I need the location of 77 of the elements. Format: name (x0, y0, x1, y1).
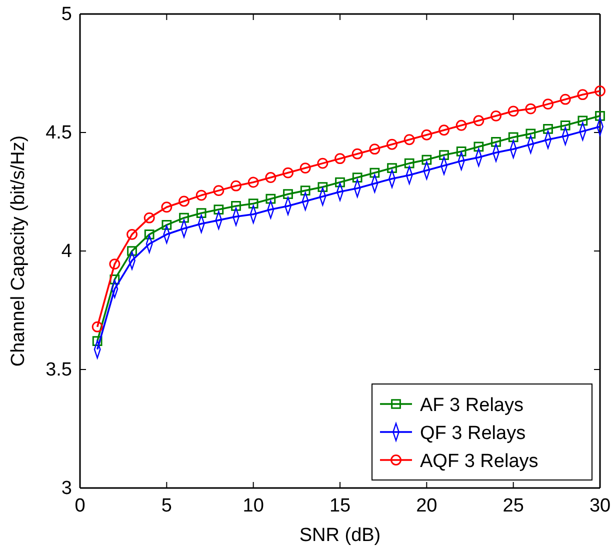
point (317, 158, 328, 169)
point (230, 180, 242, 192)
point (92, 321, 103, 332)
point (560, 94, 571, 105)
point (490, 110, 502, 122)
point (456, 146, 466, 156)
point (248, 176, 259, 188)
point (404, 134, 415, 146)
point (560, 120, 570, 130)
legend-label: QF 3 Relays (420, 423, 526, 444)
y-tick-label: 5 (61, 4, 72, 26)
y-tick-label: 3 (61, 478, 72, 500)
y-axis-title: Channel Capacity (bit/s/Hz) (8, 135, 29, 367)
point (231, 201, 241, 211)
x-tick-label: 10 (242, 495, 264, 516)
point (144, 229, 154, 240)
point (404, 158, 414, 168)
point (300, 186, 310, 196)
point (370, 168, 380, 178)
point (543, 124, 553, 134)
point (300, 162, 311, 174)
point (266, 194, 276, 204)
point (318, 182, 328, 192)
point (283, 189, 293, 200)
legend-label: AQF 3 Relays (420, 451, 538, 472)
y-tick-label: 4.5 (46, 122, 72, 144)
point (438, 124, 450, 136)
point (387, 163, 397, 173)
point (456, 120, 467, 131)
point (265, 172, 276, 183)
point (542, 98, 554, 110)
point (144, 212, 155, 224)
x-tick-label: 5 (161, 495, 172, 516)
x-tick-label: 0 (74, 495, 86, 516)
point (578, 116, 588, 126)
point (577, 89, 588, 100)
x-tick-label: 25 (502, 495, 524, 516)
point (248, 198, 258, 209)
point (474, 142, 484, 152)
point (162, 220, 172, 230)
point (92, 336, 102, 346)
point (594, 86, 606, 96)
point (386, 138, 398, 150)
x-tick-label: 20 (416, 495, 438, 516)
point (508, 132, 518, 142)
point (161, 202, 172, 213)
point (508, 106, 519, 117)
point (179, 212, 189, 223)
point (335, 177, 345, 188)
legend-label: AF 3 Relays (420, 395, 524, 416)
point (595, 110, 605, 121)
point (421, 129, 432, 140)
point (178, 196, 190, 207)
x-tick-label: 15 (329, 495, 351, 516)
point (525, 103, 536, 114)
point (352, 148, 363, 160)
x-axis-title: SNR (dB) (299, 525, 381, 546)
point (127, 246, 137, 256)
y-tick-label: 4 (61, 241, 72, 262)
point (352, 172, 362, 182)
point (491, 137, 501, 147)
point (109, 258, 120, 270)
point (473, 115, 484, 126)
point (282, 167, 294, 178)
point (526, 128, 536, 139)
point (214, 204, 224, 214)
point (126, 228, 138, 240)
point (334, 153, 346, 164)
point (422, 154, 432, 165)
y-tick-label: 3.5 (46, 360, 72, 381)
point (110, 274, 120, 284)
point (213, 185, 224, 196)
point (439, 150, 449, 160)
x-tick-label: 30 (589, 495, 611, 516)
point (369, 144, 380, 155)
point (196, 190, 207, 201)
point (196, 208, 206, 218)
